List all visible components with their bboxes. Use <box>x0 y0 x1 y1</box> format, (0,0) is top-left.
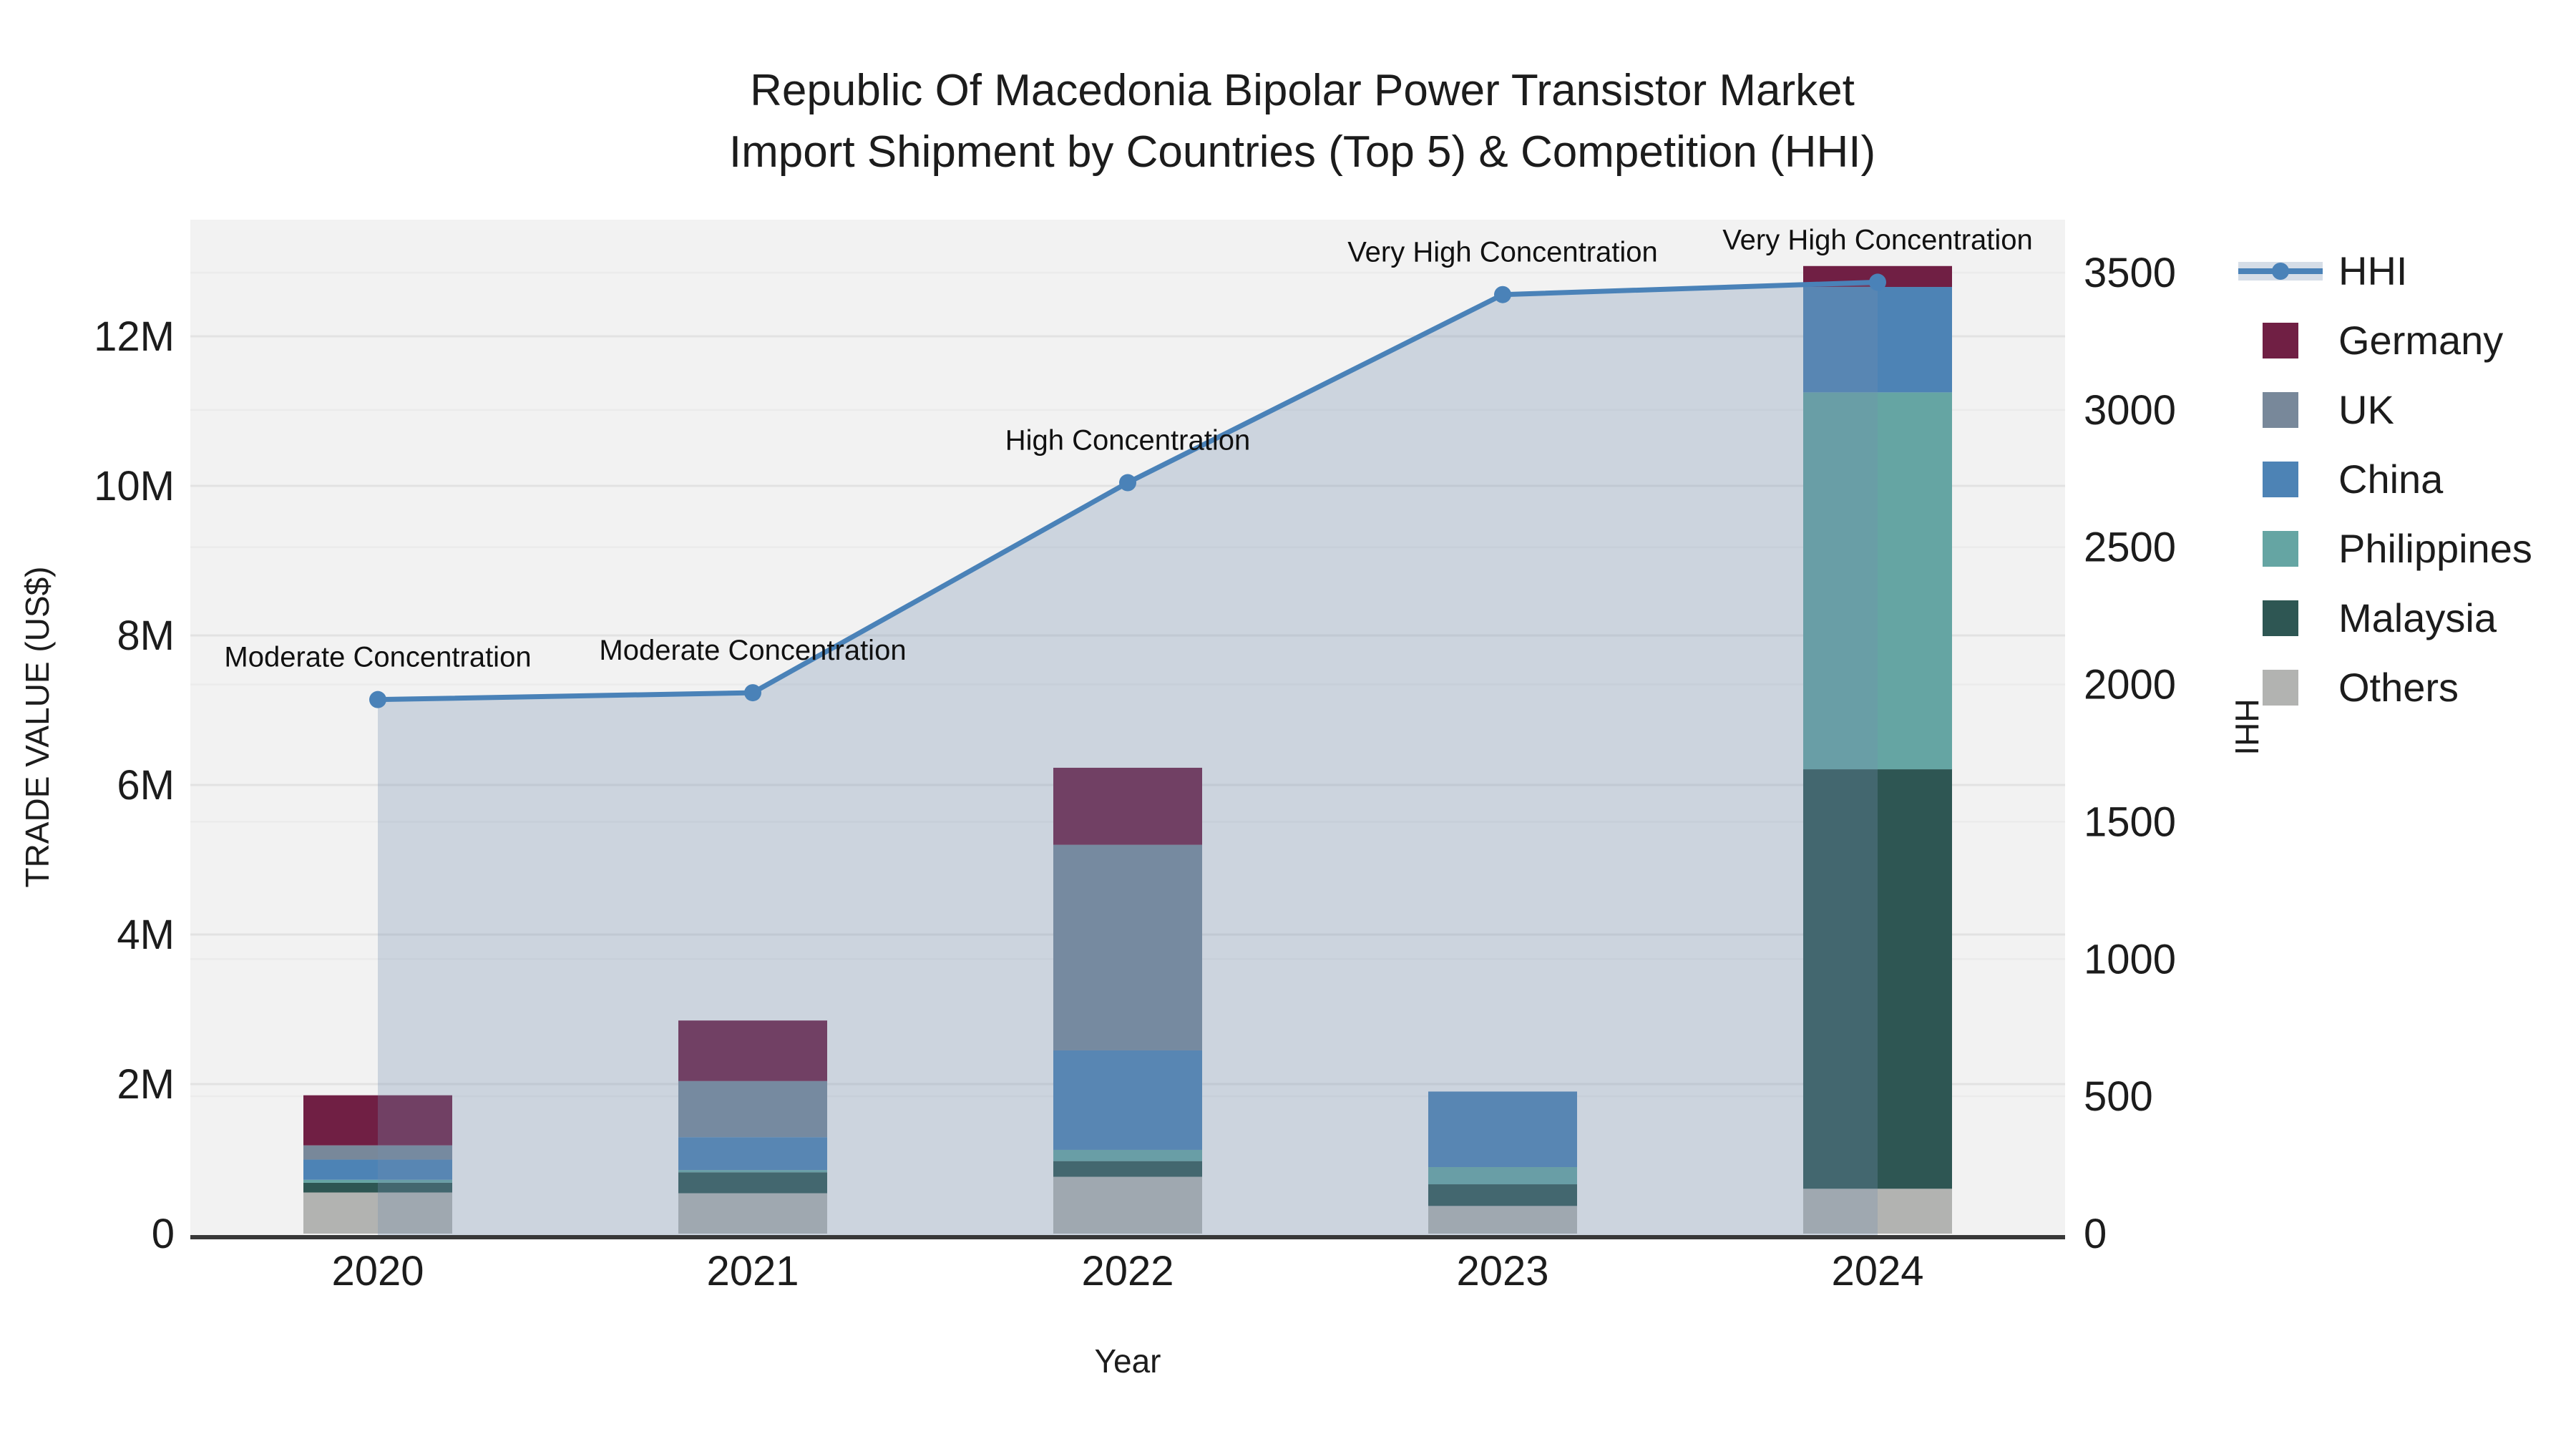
legend-label-hhi: HHI <box>2338 248 2408 293</box>
x-tick-label-2022: 2022 <box>1081 1248 1174 1294</box>
uk-legend-swatch-icon <box>2238 391 2323 428</box>
others-legend-swatch-icon <box>2238 669 2323 706</box>
bar-2022-others[interactable] <box>1053 1176 1202 1234</box>
bar-2020-others[interactable] <box>303 1192 452 1234</box>
x-tick-label-2021: 2021 <box>706 1248 799 1294</box>
legend-item-china[interactable]: China <box>2238 444 2532 514</box>
annotation-2022: High Concentration <box>1005 425 1250 457</box>
y-right-tick-label: 2000 <box>2084 662 2176 708</box>
y-right-tick-label: 0 <box>2084 1211 2107 1257</box>
hhi-area-fill <box>378 282 1878 1236</box>
y-left-tick-label: 2M <box>117 1061 175 1108</box>
x-tick-label-2020: 2020 <box>331 1248 424 1294</box>
bar-2020-malaysia[interactable] <box>303 1182 452 1193</box>
x-axis-title: Year <box>1094 1342 1161 1380</box>
y-left-tick-label: 4M <box>117 912 175 958</box>
bar-2022-china[interactable] <box>1053 1050 1202 1150</box>
annotation-2024: Very High Concentration <box>1722 224 2033 255</box>
legend-label-uk: UK <box>2338 387 2394 432</box>
y-left-tick-label: 8M <box>117 613 175 659</box>
hhi-marker-2021[interactable] <box>744 684 761 702</box>
bar-2020-philippines[interactable] <box>303 1179 452 1183</box>
y-right-tick-label: 1000 <box>2084 936 2176 982</box>
bar-2023-malaysia[interactable] <box>1428 1184 1577 1206</box>
bar-2024-china[interactable] <box>1803 287 1952 393</box>
china-legend-swatch-icon <box>2238 461 2323 497</box>
legend: HHI Germany UK China Philippines Malaysia Othe… <box>2238 236 2532 722</box>
bar-2024-others[interactable] <box>1803 1189 1952 1234</box>
legend-label-philippines: Philippines <box>2338 526 2532 571</box>
x-tick-label-2023: 2023 <box>1456 1248 1548 1294</box>
y-right-tick-label: 3500 <box>2084 250 2176 296</box>
philippines-legend-swatch-icon <box>2238 530 2323 567</box>
bar-2024-malaysia[interactable] <box>1803 769 1952 1189</box>
y-left-tick-label: 0 <box>152 1211 175 1257</box>
hhi-marker-2022[interactable] <box>1119 474 1136 492</box>
bar-2021-germany[interactable] <box>678 1020 827 1081</box>
malaysia-legend-swatch-icon <box>2238 600 2323 636</box>
legend-item-malaysia[interactable]: Malaysia <box>2238 583 2532 653</box>
bar-2020-germany[interactable] <box>303 1095 452 1146</box>
bar-2024-philippines[interactable] <box>1803 392 1952 770</box>
bar-2023-philippines[interactable] <box>1428 1166 1577 1185</box>
bar-2022-philippines[interactable] <box>1053 1149 1202 1161</box>
bar-2022-malaysia[interactable] <box>1053 1161 1202 1177</box>
legend-item-philippines[interactable]: Philippines <box>2238 514 2532 583</box>
annotation-2021: Moderate Concentration <box>599 635 906 666</box>
hhi-legend-line-icon <box>2238 261 2323 280</box>
y-left-tick-label: 10M <box>94 463 175 509</box>
bar-2023-china[interactable] <box>1428 1091 1577 1167</box>
bar-2020-china[interactable] <box>303 1159 452 1180</box>
y-right-tick-label: 2500 <box>2084 525 2176 571</box>
y-right-tick-label: 500 <box>2084 1073 2153 1120</box>
legend-label-china: China <box>2338 457 2444 502</box>
legend-label-malaysia: Malaysia <box>2338 595 2497 640</box>
bar-2021-uk[interactable] <box>678 1080 827 1138</box>
bar-2023-others[interactable] <box>1428 1206 1577 1234</box>
chart-title: Republic Of Macedonia Bipolar Power Tran… <box>29 60 2576 183</box>
legend-item-uk[interactable]: UK <box>2238 375 2532 444</box>
hhi-marker-2023[interactable] <box>1494 286 1511 303</box>
legend-label-germany: Germany <box>2338 318 2504 363</box>
legend-item-germany[interactable]: Germany <box>2238 306 2532 375</box>
bar-2022-germany[interactable] <box>1053 767 1202 845</box>
y-left-tick-label: 12M <box>94 313 175 360</box>
annotation-2023: Very High Concentration <box>1347 237 1658 268</box>
annotation-2020: Moderate Concentration <box>224 642 531 673</box>
y-right-tick-label: 3000 <box>2084 387 2176 434</box>
hhi-legend-band <box>2238 261 2323 280</box>
hhi-marker-2024[interactable] <box>1869 273 1886 291</box>
bar-2022-uk[interactable] <box>1053 844 1202 1050</box>
bar-2021-malaysia[interactable] <box>678 1172 827 1194</box>
legend-item-hhi[interactable]: HHI <box>2238 236 2532 306</box>
y-right-tick-label: 1500 <box>2084 799 2176 845</box>
bar-2021-china[interactable] <box>678 1137 827 1171</box>
bar-2020-uk[interactable] <box>303 1145 452 1160</box>
x-tick-label-2024: 2024 <box>1831 1248 1923 1294</box>
legend-item-others[interactable]: Others <box>2238 653 2532 722</box>
hhi-marker-2020[interactable] <box>369 691 386 708</box>
bar-2021-others[interactable] <box>678 1193 827 1234</box>
chart-title-line2: Import Shipment by Countries (Top 5) & C… <box>728 127 1876 177</box>
germany-legend-swatch-icon <box>2238 322 2323 358</box>
legend-label-others: Others <box>2338 665 2459 710</box>
bar-2021-philippines[interactable] <box>678 1170 827 1173</box>
chart-title-line1: Republic Of Macedonia Bipolar Power Tran… <box>750 66 1855 115</box>
y-left-tick-label: 6M <box>117 762 175 809</box>
